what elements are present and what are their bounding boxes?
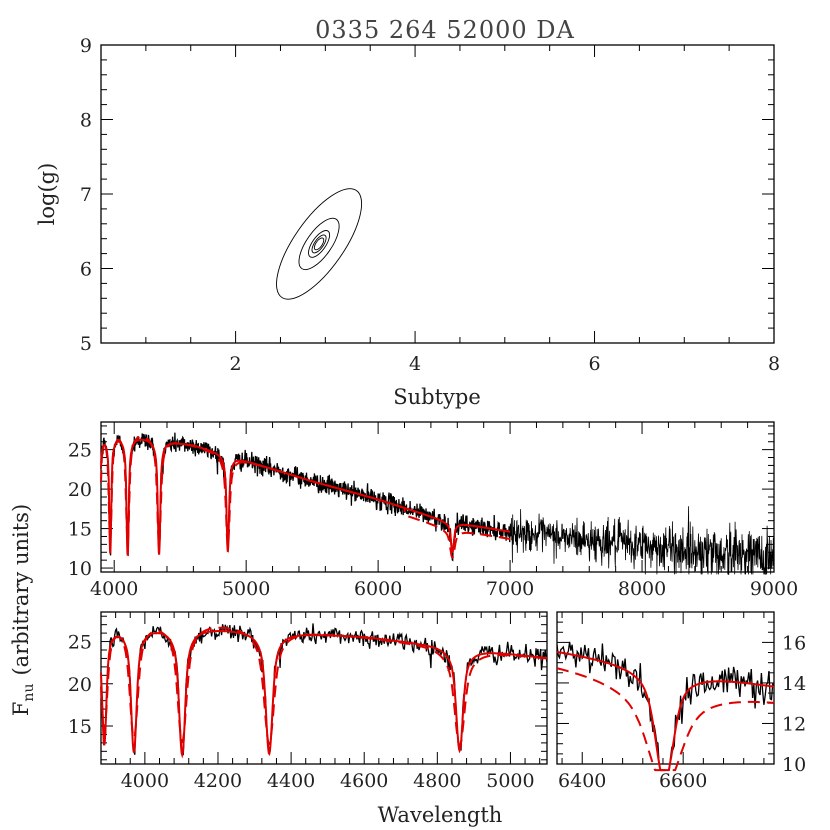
svg-text:Fnu(arbitrary units): Fnu (arbitrary units) xyxy=(9,504,37,716)
x-tick-label: 6400 xyxy=(558,770,606,792)
x-tick-label: 4200 xyxy=(194,770,242,792)
x-tick-label: 4000 xyxy=(90,578,138,600)
y-tick-label: 25 xyxy=(68,440,92,462)
halpha-zoom-ticks: 6400 6600 10 12 14 16 xyxy=(557,611,806,792)
x-axis-label-subtype: Subtype xyxy=(393,385,481,409)
y-tick-label: 6 xyxy=(80,259,92,281)
y-tick-label: 15 xyxy=(68,716,92,738)
model-solid-zoom xyxy=(100,630,547,759)
contour-panel: 2 4 6 8 5 6 7 8 9 Subtype log(g) xyxy=(35,35,780,409)
x-tick-label: 4600 xyxy=(340,770,388,792)
model-solid-halpha xyxy=(556,650,774,772)
halpha-zoom-panel: 6400 6600 10 12 14 16 xyxy=(556,611,806,792)
x-tick-label: 6000 xyxy=(354,578,402,600)
y-tick-label: 8 xyxy=(80,110,92,132)
chi2-contour-1 xyxy=(313,237,325,251)
x-tick-label: 6 xyxy=(588,353,600,375)
y-axis-label-units: (arbitrary units) xyxy=(9,504,33,676)
y-tick-label: 5 xyxy=(80,333,92,355)
y-tick-label: 7 xyxy=(80,184,92,206)
full-spectrum-ticks: 4000 5000 6000 7000 8000 9000 10 15 20 25 xyxy=(68,422,798,600)
blue-zoom-curves xyxy=(100,623,548,759)
halpha-zoom-curves xyxy=(556,641,775,772)
y-tick-label: 10 xyxy=(68,558,92,580)
y-tick-label: 16 xyxy=(782,632,806,654)
chi2-contour-3 xyxy=(308,230,331,258)
x-tick-label: 4800 xyxy=(413,770,461,792)
model-solid xyxy=(100,438,511,556)
y-tick-label: 15 xyxy=(68,519,92,541)
y-axis-label-f: F xyxy=(9,702,33,717)
chi2-contour-5 xyxy=(276,188,363,300)
y-tick-label: 12 xyxy=(782,713,806,735)
x-tick-label: 2 xyxy=(230,353,242,375)
observed-spectrum-zoom xyxy=(102,623,548,756)
x-tick-label: 5000 xyxy=(222,578,270,600)
full-spectrum-curves xyxy=(100,432,775,575)
x-tick-label: 8000 xyxy=(618,578,666,600)
observed-spectrum xyxy=(100,432,511,562)
y-tick-label: 9 xyxy=(80,35,92,57)
chart-title: 0335 264 52000 DA xyxy=(315,16,575,44)
y-axis-label-subscript: nu xyxy=(21,684,37,702)
x-tick-label: 4000 xyxy=(121,770,169,792)
full-spectrum-panel: 4000 5000 6000 7000 8000 9000 10 15 20 25 xyxy=(68,421,798,600)
observed-spectrum-halpha xyxy=(556,641,775,771)
x-tick-label: 4 xyxy=(409,353,421,375)
model-dashed-zoom xyxy=(100,626,547,748)
contour-ticks: 2 4 6 8 5 6 7 8 9 xyxy=(80,35,780,375)
y-tick-label: 10 xyxy=(782,754,806,776)
chi2-contour-2 xyxy=(311,234,327,254)
chi2-contour-4 xyxy=(298,217,340,271)
blue-zoom-ticks: 4000 4200 4400 4600 4800 5000 15 20 25 xyxy=(68,612,547,792)
contour-curves xyxy=(276,188,363,300)
y-tick-label: 14 xyxy=(782,673,806,695)
contour-axes-frame xyxy=(100,44,775,344)
x-tick-label: 8 xyxy=(768,353,780,375)
y-tick-label: 20 xyxy=(68,674,92,696)
halpha-zoom-axes-frame xyxy=(556,611,775,765)
x-tick-label: 9000 xyxy=(750,578,798,600)
x-tick-label: 7000 xyxy=(486,578,534,600)
x-tick-label: 4400 xyxy=(267,770,315,792)
x-tick-label: 6600 xyxy=(659,770,707,792)
y-axis-label-logg: log(g) xyxy=(35,163,59,226)
x-tick-label: 5000 xyxy=(486,770,534,792)
y-tick-label: 20 xyxy=(68,479,92,501)
observed-spectrum-red xyxy=(509,506,775,575)
y-tick-label: 25 xyxy=(68,632,92,654)
y-axis-label-fnu: Fnu (arbitrary units) xyxy=(9,504,37,716)
x-axis-label-wavelength: Wavelength xyxy=(378,803,503,827)
blue-zoom-panel: 4000 4200 4400 4600 4800 5000 15 20 25 xyxy=(68,611,548,792)
